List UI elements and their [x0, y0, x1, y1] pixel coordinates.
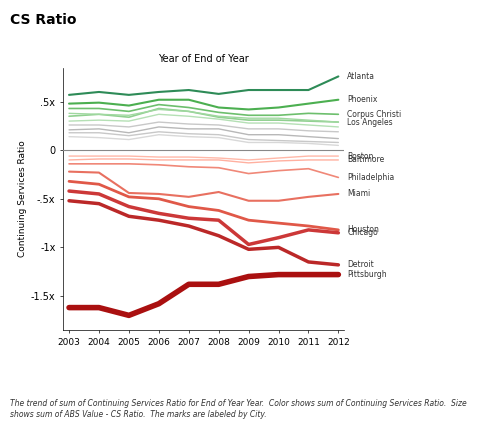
Text: Atlanta: Atlanta	[347, 72, 375, 81]
Title: Year of End of Year: Year of End of Year	[158, 54, 249, 64]
Y-axis label: Continuing Services Ratio: Continuing Services Ratio	[17, 140, 27, 257]
Text: Baltimore: Baltimore	[347, 156, 384, 165]
Text: CS Ratio: CS Ratio	[10, 13, 76, 27]
Text: Philadelphia: Philadelphia	[347, 173, 394, 182]
Text: Houston: Houston	[347, 225, 378, 234]
Text: Phoenix: Phoenix	[347, 95, 377, 104]
Text: Boston: Boston	[347, 151, 373, 161]
Text: Corpus Christi: Corpus Christi	[347, 110, 401, 119]
Text: Pittsburgh: Pittsburgh	[347, 270, 386, 279]
Text: The trend of sum of Continuing Services Ratio for End of Year Year.  Color shows: The trend of sum of Continuing Services …	[10, 399, 466, 419]
Text: Los Angeles: Los Angeles	[347, 118, 392, 126]
Text: Detroit: Detroit	[347, 261, 373, 269]
Text: Chicago: Chicago	[347, 228, 378, 237]
Text: Miami: Miami	[347, 190, 370, 198]
